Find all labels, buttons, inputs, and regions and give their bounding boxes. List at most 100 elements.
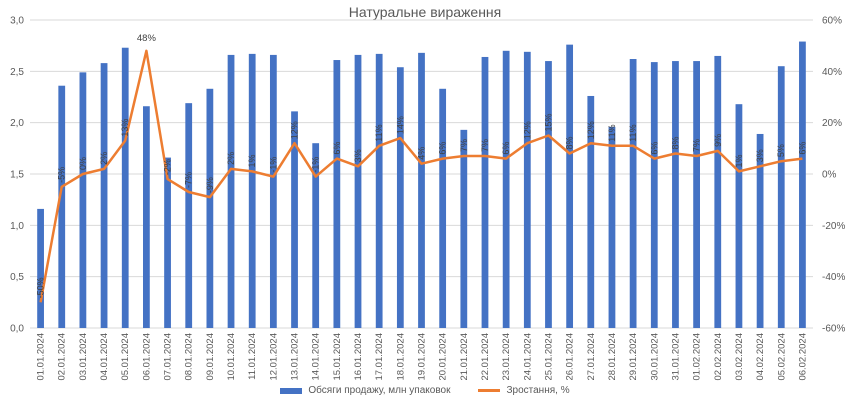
growth-data-label: 7% [480,139,490,152]
y-right-tick-label: 20% [822,118,842,129]
x-tick-label: 14.01.2024 [311,333,322,381]
y-right-tick-label: -20% [822,221,845,232]
bar [227,54,235,328]
growth-data-label: 3% [755,149,765,162]
legend-item-growth: Зростання, % [478,385,570,396]
x-tick-label: 02.01.2024 [57,333,68,381]
bar [714,55,722,328]
x-tick-label: 09.01.2024 [205,333,216,381]
bar [291,111,298,328]
bar [608,126,616,328]
x-tick-label: 08.01.2024 [184,333,195,381]
x-tick-label: 23.01.2024 [501,333,512,381]
bar [37,208,44,328]
x-tick-label: 06.01.2024 [141,333,152,381]
bar [587,95,595,329]
growth-data-label: 4% [417,147,427,160]
growth-data-label: 14% [395,116,405,134]
growth-data-label: 2% [226,152,236,165]
bar [185,103,193,328]
bar [460,129,468,328]
bar [523,51,531,329]
bar [439,88,447,328]
y-left-tick-label: 2,0 [10,118,24,129]
growth-data-label: 13% [120,119,130,137]
bar [777,66,785,328]
growth-data-label: 12% [586,121,596,139]
x-tick-label: 15.01.2024 [332,333,343,381]
x-tick-label: 27.01.2024 [586,333,597,381]
x-tick-label: 29.01.2024 [628,333,639,381]
bar [545,61,552,329]
bar [502,50,510,329]
growth-data-label: 6% [332,142,342,155]
bar [418,52,425,328]
growth-data-label: 6% [797,142,807,155]
y-right-tick-label: -40% [822,272,845,283]
legend-label-growth: Зростання, % [506,385,570,396]
x-tick-label: 26.01.2024 [565,333,576,381]
growth-line [39,49,803,303]
bar [100,63,108,329]
legend-label-volume: Обсяги продажу, млн упаковок [308,385,451,396]
x-tick-label: 12.01.2024 [268,333,279,381]
x-tick-label: 04.01.2024 [99,333,110,381]
bar [375,53,383,328]
legend: Обсяги продажу, млн упаковок Зростання, … [0,385,850,396]
x-tick-label: 10.01.2024 [226,333,237,381]
bar [354,54,362,328]
growth-data-label: -50% [36,277,46,298]
x-tick-label: 06.02.2024 [797,333,808,381]
bar [650,62,658,329]
x-tick-label: 25.01.2024 [543,333,554,381]
growth-data-label: 11% [374,124,384,141]
y-left-tick-label: 1,0 [10,221,24,232]
x-tick-label: 11.01.2024 [247,333,258,380]
growth-data-label: -7% [184,172,194,188]
x-tick-label: 18.01.2024 [395,333,406,381]
x-tick-label: 21.01.2024 [459,333,470,381]
bar [248,53,256,328]
y-right-tick-label: 0% [822,170,837,181]
bar [333,60,341,328]
growth-data-label: 11% [628,124,638,141]
bar [312,143,320,328]
x-tick-label: 04.02.2024 [755,333,766,381]
growth-data-label: -9% [205,177,215,193]
x-tick-label: 02.02.2024 [713,333,724,381]
chart-title: Натуральне вираження [348,4,502,20]
x-tick-label: 03.01.2024 [78,333,89,381]
bar [672,61,679,329]
x-tick-label: 22.01.2024 [480,333,491,381]
bar [269,54,277,328]
growth-data-label: 11% [607,124,617,141]
bar [164,157,171,328]
y-left-tick-label: 0,5 [10,272,24,283]
growth-data-label: 48% [137,33,157,44]
legend-bar-swatch [280,387,303,394]
y-left-tick-label: 3,0 [10,16,24,27]
growth-data-label: 2% [99,152,109,165]
y-left-tick-label: 2,5 [10,67,24,78]
x-tick-label: 19.01.2024 [417,333,428,381]
growth-data-label: 15% [543,113,553,131]
x-tick-label: 05.01.2024 [120,333,131,381]
data-labels: -50% -5% 0% 2% 13% 48% -2% -7% -9% 2% 1% -1% 12% -1% 6… [36,33,808,299]
growth-data-label: 3% [353,149,363,162]
growth-data-label: -2% [163,159,173,175]
x-tick-label: 20.01.2024 [438,333,449,381]
growth-data-label: 12% [522,121,532,139]
x-tick-label: 24.01.2024 [522,333,533,381]
y-right-tick-label: -60% [822,324,845,335]
x-tick-label: 30.01.2024 [649,333,660,381]
growth-line-series [39,49,803,303]
bar-series [37,41,806,329]
x-tick-label: 16.01.2024 [353,333,364,381]
bar [693,61,700,329]
bar [566,44,574,328]
growth-data-label: 9% [713,134,723,147]
growth-data-label: -5% [57,167,67,183]
legend-line-swatch [478,389,501,392]
growth-data-label: 7% [459,139,469,152]
